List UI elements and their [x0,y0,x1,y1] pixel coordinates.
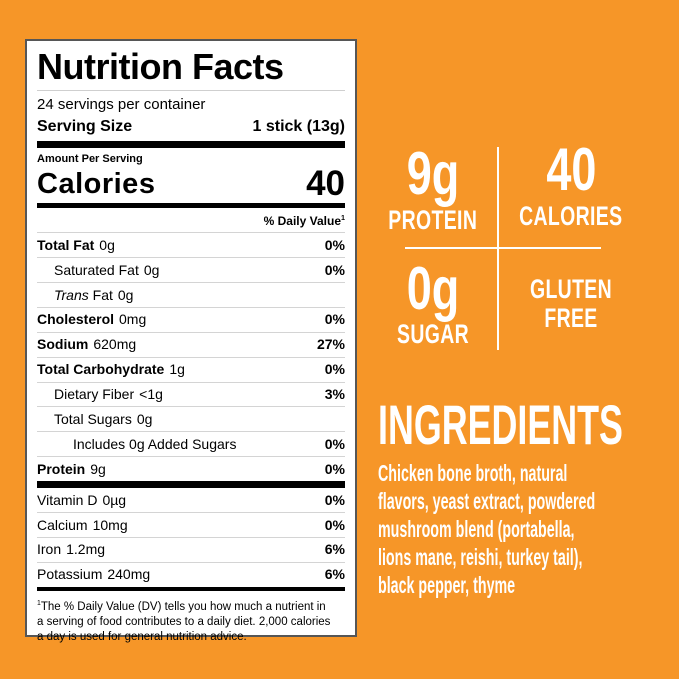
nutrient-daily-value: 27% [316,336,345,353]
footnote-line: a day is used for general nutrition advi… [37,630,247,643]
nutrient-name: Sodium 620mg [37,336,137,353]
nutrition-facts-panel: Nutrition Facts 24 servings per containe… [25,39,357,643]
nutrient-name: Trans Fat 0g [54,286,134,303]
nutrient-name: Total Carbohydrate 1g [37,361,185,378]
nutrient-row: Saturated Fat 0g 0% [37,257,345,282]
highlight-gluten-free: GLUTEN FREE [505,256,637,352]
ingredients-line: mushroom blend (portabella, [378,516,575,542]
protein-caption: PROTEIN [388,204,478,235]
nutrient-daily-value: 6% [324,566,345,583]
nutrient-row: Calcium 10mg 0% [37,512,345,537]
nutrient-amount: <1g [139,386,163,403]
nutrient-row: Vitamin D 0µg 0% [37,488,345,512]
divider-bar-medium [37,203,345,209]
servings-per-container: 24 servings per container [37,95,206,113]
amount-per-serving-label: Amount Per Serving [37,152,143,165]
nutrient-name: Vitamin D 0µg [37,491,127,508]
calories-value: 40 [306,163,345,203]
nutrient-name: Total Fat 0g [37,236,115,253]
nutrient-row: Total Carbohydrate 1g 0% [37,356,345,382]
nutrient-row: Sodium 620mg 27% [37,331,345,357]
nutrient-row: Cholesterol 0mg 0% [37,306,345,332]
nutrient-amount: 1.2mg [66,541,106,558]
nutrient-amount: 10mg [92,516,128,533]
nutrient-row: Potassium 240mg 6% [37,561,345,587]
footnote-line: a serving of food contributes to a daily… [37,615,331,628]
ingredients-line: Chicken bone broth, natural [378,460,568,486]
ingredients-line: black pepper, thyme [378,572,516,598]
daily-value-header-text: % Daily Value [263,214,341,229]
nutrient-amount: 1g [169,361,185,378]
highlight-protein: 9g PROTEIN [371,138,495,243]
title-divider [37,89,345,91]
ingredients-line: lions mane, reishi, turkey tail), [378,544,583,570]
nutrient-amount: 9g [90,460,106,477]
nutrient-name: Total Sugars 0g [54,410,153,427]
ingredients-line: flavors, yeast extract, powdered [378,488,596,514]
divider-bar-thick [37,140,345,148]
daily-value-header: % Daily Value1 [37,208,345,232]
nutrient-amount: 620mg [93,336,137,353]
nutrient-rows-vitamins: Vitamin D 0µg 0% Calcium 10mg 0% Iron 1.2mg 6% Po… [37,488,345,587]
nutrient-amount: 0g [143,261,160,278]
serving-size-value: 1 stick (13g) [252,117,345,135]
footnote-line: 1The % Daily Value (DV) tells you how mu… [37,596,345,615]
highlight-grid-horizontal-divider [405,247,601,249]
nutrient-row: Trans Fat 0g [37,282,345,307]
protein-value: 9g [406,140,460,208]
nutrient-daily-value: 6% [324,541,345,558]
nutrient-amount: 0g [99,236,115,253]
nutrient-daily-value: 0% [324,460,345,477]
gluten-free-caption: GLUTEN FREE [529,273,613,333]
daily-value-footnote-mark: 1 [341,213,345,223]
nutrient-row: Iron 1.2mg 6% [37,536,345,562]
nutrient-amount: 240mg [107,566,151,583]
nutrient-name: Iron 1.2mg [37,541,106,558]
nutrient-row: Total Fat 0g 0% [37,232,345,257]
divider-bar-thick [37,481,345,489]
calories-row: Calories 40 [37,163,345,204]
nutrient-daily-value: 0% [324,236,345,253]
divider-bar-thin [37,586,345,591]
nutrient-row: Includes 0g Added Sugars 0% [37,431,345,456]
highlight-calories: 40 CALORIES [505,130,637,243]
ingredients-heading: INGREDIENTS [378,393,623,456]
nutrient-name: Includes 0g Added Sugars [73,435,237,452]
nutrient-row: Total Sugars 0g [37,406,345,431]
nutrient-daily-value: 0% [324,491,345,508]
calories-highlight-caption: CALORIES [519,200,623,231]
nutrient-name: Calcium 10mg [37,516,128,533]
nutrient-row: Protein 9g 0% [37,456,345,481]
nutrient-amount: 0g [136,410,153,427]
nutrient-daily-value: 0% [324,311,345,328]
calories-highlight-value: 40 [545,136,597,204]
nutrient-daily-value: 3% [324,386,345,403]
nutrient-amount: 0mg [119,311,147,328]
footnote-text: The % Daily Value (DV) tells you how muc… [40,600,326,613]
nutrient-daily-value: 0% [324,361,345,378]
nutrient-name: Protein 9g [37,460,106,477]
serving-size-label: Serving Size [37,117,133,135]
nutrient-name: Cholesterol 0mg [37,311,147,328]
nutrient-daily-value: 0% [324,261,345,278]
nutrient-name: Saturated Fat 0g [54,261,160,278]
highlight-sugar: 0g SUGAR [371,255,495,355]
nutrient-daily-value: 0% [324,516,345,533]
nutrient-daily-value: 0% [324,435,345,452]
sugar-value: 0g [406,254,460,322]
nutrient-rows-main: Total Fat 0g 0% Saturated Fat 0g 0% Trans Fat 0… [37,232,345,481]
footnote-mark: 1 [37,599,41,607]
calories-label: Calories [37,168,156,201]
nutrition-facts-title: Nutrition Facts [37,46,284,87]
sugar-caption: SUGAR [396,319,469,350]
ingredients-text: Chicken bone broth, natural flavors, yea… [378,459,595,599]
nutrient-amount: 0g [117,286,134,303]
nutrient-amount: 0µg [102,491,127,508]
nutrient-row: Dietary Fiber <1g 3% [37,381,345,407]
serving-size-row: Serving Size 1 stick (13g) [37,116,345,141]
daily-value-footnote: 1The % Daily Value (DV) tells you how mu… [37,591,345,645]
nutrient-name: Potassium 240mg [37,566,151,583]
nutrient-name: Dietary Fiber <1g [54,386,163,403]
